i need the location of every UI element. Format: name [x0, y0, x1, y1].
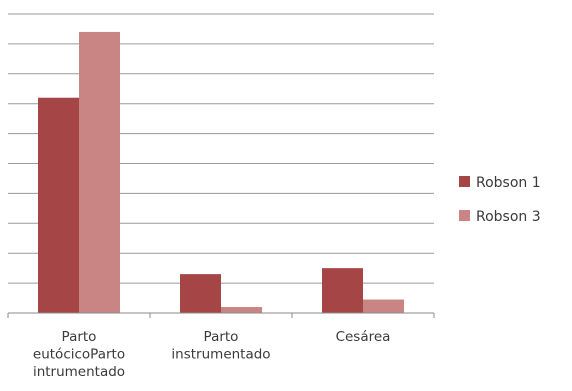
bar [180, 274, 221, 313]
x-tick-labels: Parto eutócicoParto intrumentado Parto instr… [33, 329, 391, 380]
bar [79, 31, 120, 313]
legend-swatch [459, 176, 470, 187]
bars [38, 31, 404, 313]
x-tick-label: Parto eutócicoParto intrumentado [33, 329, 125, 380]
x-tick-label: Parto instrumentado [171, 329, 270, 363]
bar [221, 307, 262, 313]
legend-label: Robson 1 [476, 175, 541, 191]
bar [363, 299, 404, 313]
bar [38, 97, 79, 313]
bar [322, 268, 363, 313]
x-axis [7, 312, 435, 318]
legend-label: Robson 3 [476, 209, 541, 225]
legend-swatch [459, 210, 470, 221]
legend: Robson 1 Robson 3 [459, 175, 541, 225]
x-tick-label: Cesárea [336, 329, 391, 345]
